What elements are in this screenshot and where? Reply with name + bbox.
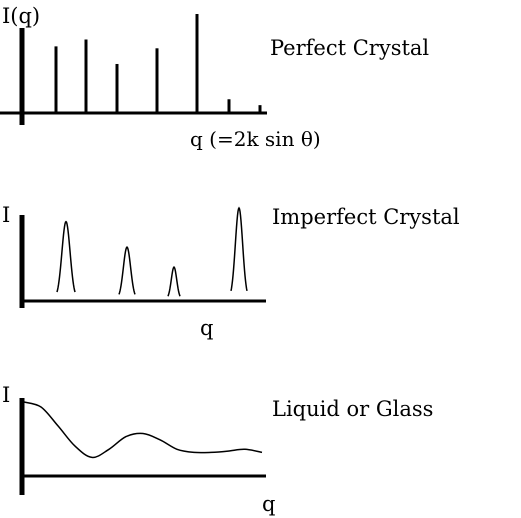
ylabel-imperfect: I — [2, 203, 10, 227]
peak-imperfect-1 — [56, 220, 76, 293]
panel-imperfect-crystal: I q Imperfect Crystal — [2, 203, 460, 340]
peak-imperfect-4 — [230, 206, 248, 292]
ylabel-perfect: I(q) — [2, 4, 40, 28]
xlabel-imperfect: q — [200, 316, 213, 340]
title-perfect: Perfect Crystal — [270, 36, 429, 60]
peak-imperfect-3 — [167, 265, 181, 297]
xlabel-perfect: q (=2k sin θ) — [190, 127, 321, 151]
title-liquid: Liquid or Glass — [272, 397, 433, 421]
curve-liquid — [23, 401, 263, 459]
peak-imperfect-2 — [118, 246, 136, 295]
panel-liquid-glass: I q Liquid or Glass — [2, 383, 433, 516]
ylabel-liquid: I — [2, 383, 10, 407]
title-imperfect: Imperfect Crystal — [272, 205, 460, 229]
panel-perfect-crystal: I(q) q (=2k sin θ) Perfect Crystal — [0, 4, 429, 151]
xlabel-liquid: q — [262, 492, 275, 516]
